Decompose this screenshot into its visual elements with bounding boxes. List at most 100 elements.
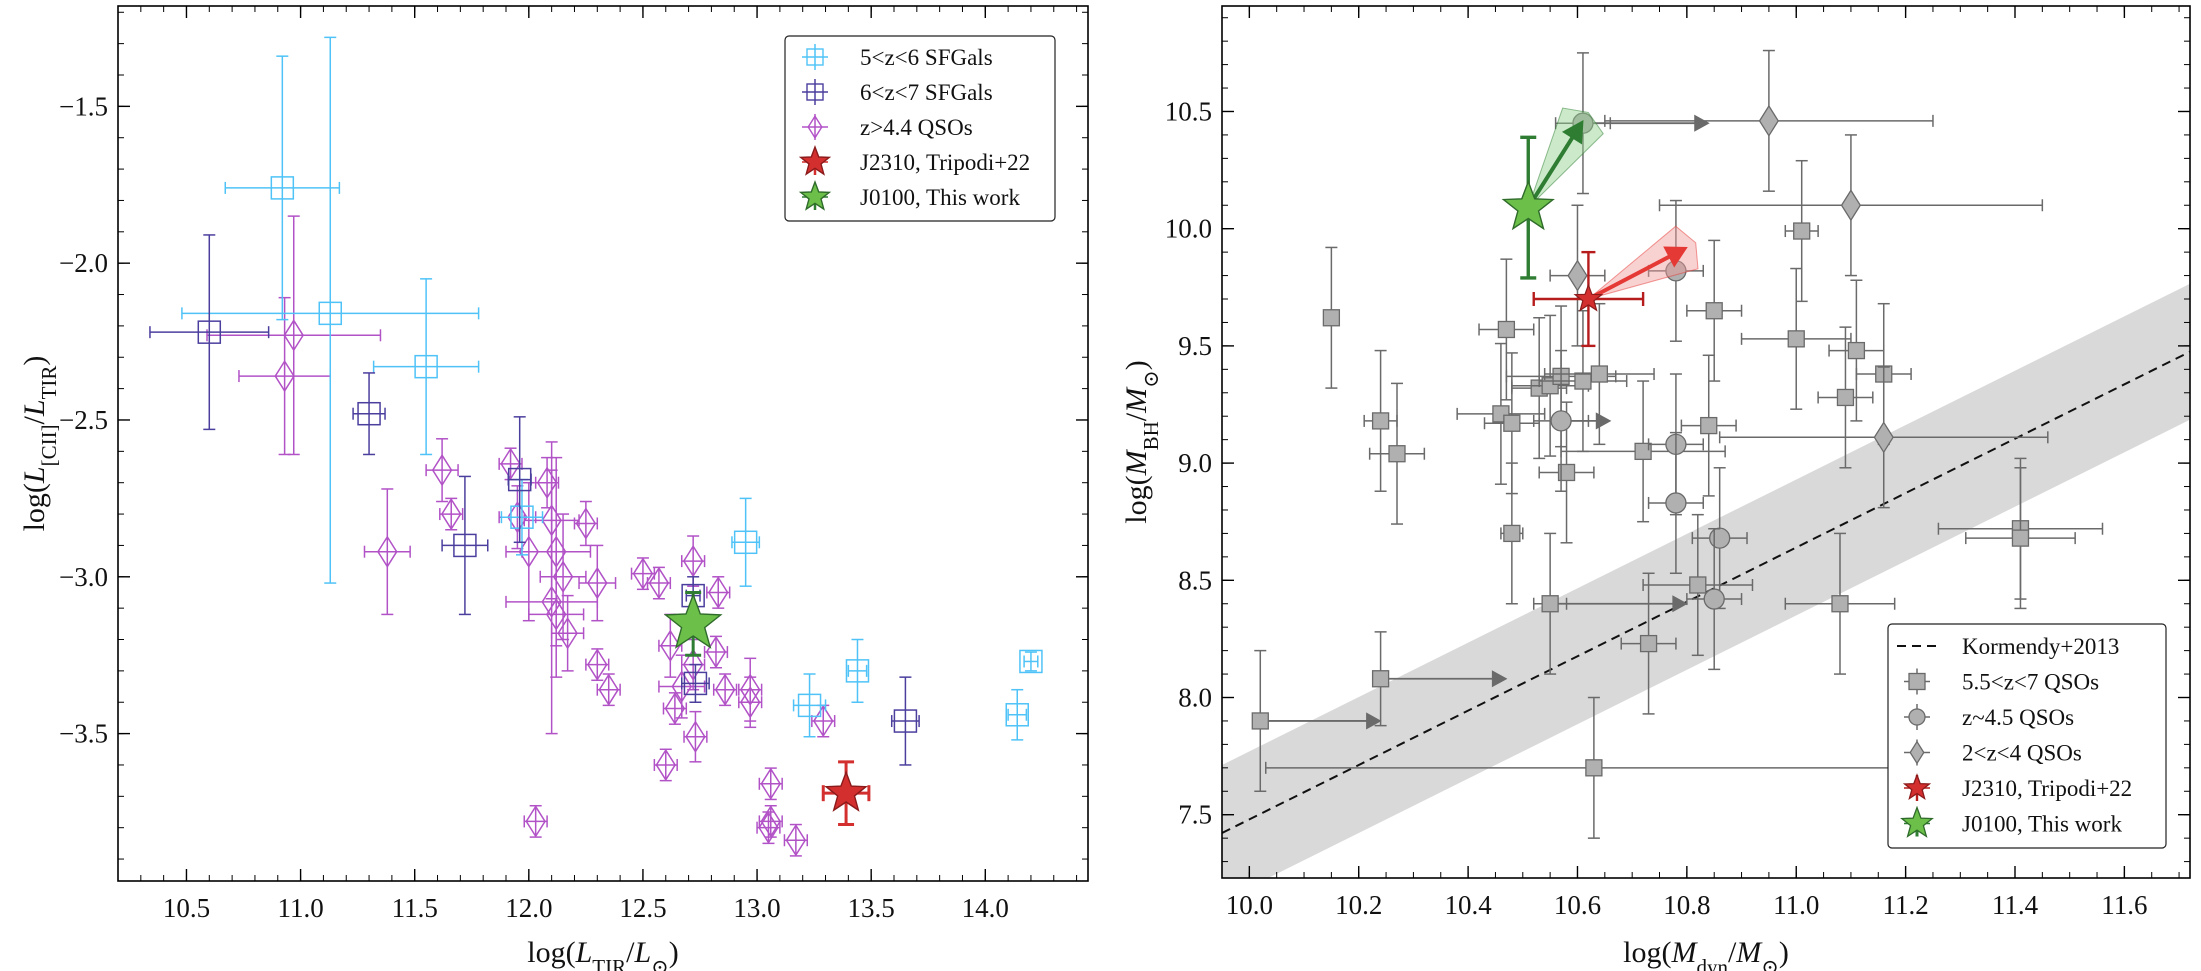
- j2310-shift-arrow: [1587, 252, 1676, 301]
- legend-label: z~4.5 QSOs: [1962, 705, 2074, 730]
- series-j2310-tripodi-22: [821, 760, 871, 827]
- x-tick-label: 13.0: [733, 893, 780, 923]
- x-axis-label-part: TIR: [592, 955, 626, 971]
- x-axis-label-part: ⊙: [1761, 955, 1779, 971]
- x-axis-label-part: L: [633, 936, 651, 969]
- j2310-shift-arrowhead: [1663, 246, 1688, 268]
- x-tick-label: 10.5: [163, 893, 210, 923]
- data-point: [663, 592, 723, 649]
- legend-label: 2<z<4 QSOs: [1962, 741, 2082, 766]
- x-tick-label: 10.8: [1663, 890, 1710, 920]
- data-point: [557, 616, 578, 650]
- data-point: [1840, 189, 1862, 222]
- y-tick-label: 8.5: [1178, 565, 1212, 595]
- legend-label: 5<z<6 SFGals: [860, 45, 993, 70]
- series-j0100: [1501, 107, 1604, 280]
- y-axis-label-part: BH: [1139, 421, 1163, 450]
- legend-frame: [1887, 623, 2167, 849]
- data-point: [648, 566, 670, 600]
- left-panel-lcii-ltir-vs-ltir: 10.5 11.0 11.5 12.0 12.5 13.0 13.5 14.0 −1.5 −2.0…: [18, 5, 1089, 971]
- data-point: [714, 673, 736, 706]
- lower-limit-arrowhead: [1491, 670, 1508, 688]
- data-point: [1497, 320, 1516, 339]
- legend-label: J2310, Tripodi+22: [860, 150, 1030, 175]
- y-tick-label: 10.0: [1165, 214, 1212, 244]
- legend-marker: [1900, 805, 1934, 838]
- y-axis-label-part: /: [18, 415, 51, 424]
- y-axis: −1.5 −2.0 −2.5 −3.0 −3.5: [59, 11, 1088, 860]
- y-axis-label-part: log(: [1120, 475, 1153, 523]
- data-point: [664, 692, 686, 725]
- series-5-z-6-sfgals: [181, 36, 1043, 741]
- data-point: [1005, 703, 1029, 727]
- y-axis-label-part: ): [1120, 360, 1153, 370]
- data-point: [500, 447, 521, 481]
- data-point: [1639, 634, 1658, 653]
- right-panel-mbh-vs-mdyn: 10.0 10.2 10.4 10.6 10.8 11.0 11.2 11.4 11.6 7.5 8…: [1120, 5, 2191, 971]
- y-axis-label-part: M: [1120, 448, 1153, 476]
- data-point: [1371, 670, 1390, 688]
- y-axis-label-part: ): [18, 356, 51, 366]
- data-point: [507, 467, 532, 492]
- y-axis-label: log(L[CII]/LTIR): [18, 356, 61, 532]
- series-j0100-this-work: [663, 590, 723, 657]
- legend-label: J2310, Tripodi+22: [1962, 776, 2132, 801]
- data-point: [655, 748, 677, 782]
- series-j2310: [1532, 225, 1699, 348]
- y-axis-label-part: L: [18, 466, 51, 484]
- legend-label: Kormendy+2013: [1962, 634, 2119, 659]
- data-point: [785, 823, 807, 857]
- data-point: [283, 319, 304, 352]
- j0100-shift-arrow: [1526, 131, 1578, 209]
- data-point: [893, 709, 918, 733]
- x-axis-label-part: /: [1728, 936, 1737, 969]
- data-point: [739, 685, 761, 719]
- x-axis-label-part: log(: [527, 936, 575, 969]
- data-point: [541, 585, 562, 619]
- data-point: [760, 767, 781, 801]
- data-point: [708, 576, 729, 609]
- lower-limit-arrowhead: [1595, 412, 1612, 430]
- x-tick-label: 10.4: [1444, 890, 1492, 920]
- data-point: [1847, 341, 1866, 360]
- data-point: [1758, 104, 1780, 137]
- data-point: [660, 629, 681, 663]
- data-point: [685, 720, 706, 753]
- lower-limit-arrowhead: [1366, 712, 1382, 730]
- y-axis-label-part: TIR: [37, 366, 61, 400]
- y-axis-label-part: ⊙: [1139, 370, 1163, 388]
- legend-marker: [1908, 708, 1926, 726]
- data-point: [525, 805, 546, 838]
- x-tick-label: 10.0: [1226, 890, 1273, 920]
- y-tick-label: 8.0: [1178, 683, 1212, 713]
- data-point: [575, 507, 597, 540]
- data-point: [2011, 529, 2030, 547]
- data-point: [274, 359, 295, 393]
- data-point: [1634, 442, 1652, 461]
- legend: Kormendy+2013 5.5<z<7 QSOs z~4.5 QSOs 2<z<4…: [1887, 623, 2167, 849]
- lower-limit-arrowhead: [1694, 114, 1710, 132]
- data-point: [377, 535, 398, 568]
- data-point: [1550, 410, 1572, 432]
- data-point: [1371, 412, 1390, 430]
- data-point: [357, 401, 381, 426]
- legend-marker: [806, 48, 824, 66]
- x-axis: 10.5 11.0 11.5 12.0 12.5 13.0 13.5 14.0: [117, 6, 1078, 923]
- plot-frame: [117, 5, 1089, 882]
- data-point: [270, 176, 295, 200]
- x-axis-label-part: ⊙: [651, 955, 669, 971]
- data-point: [1557, 463, 1576, 482]
- data-point: [453, 533, 477, 558]
- x-axis-label: log(Mdyn/M⊙): [1623, 936, 1789, 971]
- data-point: [1019, 649, 1043, 674]
- y-tick-label: −2.0: [59, 248, 108, 278]
- x-axis-label-part: M: [1670, 936, 1698, 969]
- y-tick-label: 9.0: [1178, 448, 1212, 478]
- x-tick-label: 10.2: [1335, 890, 1382, 920]
- j0100-uncertainty-cone: [1527, 107, 1604, 208]
- legend-marker: [798, 145, 832, 176]
- data-point: [682, 544, 704, 578]
- y-axis-label-part: log(: [18, 483, 51, 531]
- x-tick-label: 11.0: [277, 893, 323, 923]
- series-2-z-4-qsos: [1549, 49, 2049, 509]
